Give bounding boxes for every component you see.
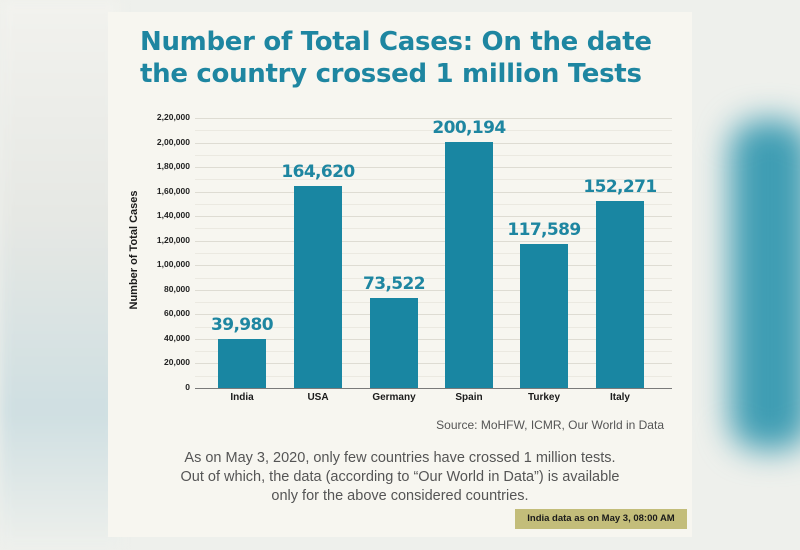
minor-gridline bbox=[195, 351, 672, 352]
bar-italy bbox=[596, 201, 644, 388]
footnote-line-1: As on May 3, 2020, only few countries ha… bbox=[184, 450, 616, 466]
gridline bbox=[195, 143, 672, 144]
y-tick-label: 1,60,000 bbox=[156, 186, 190, 196]
value-label-italy: 152,271 bbox=[583, 177, 657, 197]
chart-title-line-2: the country crossed 1 million Tests bbox=[140, 59, 642, 89]
gridline bbox=[195, 216, 672, 217]
chart-title-line-1: Number of Total Cases: On the date bbox=[140, 27, 652, 57]
y-tick-label: 1,80,000 bbox=[156, 161, 190, 171]
minor-gridline bbox=[195, 327, 672, 328]
bar-spain bbox=[445, 142, 493, 388]
x-tick-label-india: India bbox=[230, 392, 254, 403]
source-text: Source: MoHFW, ICMR, Our World in Data bbox=[436, 418, 664, 432]
footnote-line-2: Out of which, the data (according to “Ou… bbox=[180, 469, 620, 485]
y-tick-label: 2,00,000 bbox=[156, 137, 190, 147]
minor-gridline bbox=[195, 302, 672, 303]
x-tick-label-spain: Spain bbox=[455, 392, 483, 403]
gridline bbox=[195, 118, 672, 119]
gridline bbox=[195, 290, 672, 291]
gridline bbox=[195, 241, 672, 242]
y-tick-label: 80,000 bbox=[164, 284, 190, 294]
minor-gridline bbox=[195, 253, 672, 254]
minor-gridline bbox=[195, 204, 672, 205]
footnote: As on May 3, 2020, only few countries ha… bbox=[130, 449, 670, 506]
footnote-line-3: only for the above considered countries. bbox=[271, 488, 529, 504]
value-label-turkey: 117,589 bbox=[507, 220, 581, 240]
value-label-germany: 73,522 bbox=[362, 274, 426, 294]
minor-gridline bbox=[195, 278, 672, 279]
infographic-card bbox=[108, 12, 692, 537]
value-label-usa: 164,620 bbox=[281, 162, 355, 182]
background-right bbox=[690, 0, 800, 550]
gridline bbox=[195, 314, 672, 315]
x-tick-label-turkey: Turkey bbox=[527, 392, 561, 403]
y-tick-label: 20,000 bbox=[164, 357, 190, 367]
minor-gridline bbox=[195, 179, 672, 180]
y-tick-label: 2,20,000 bbox=[156, 112, 190, 122]
gridline bbox=[195, 363, 672, 364]
bar-usa bbox=[294, 186, 342, 388]
y-tick-label: 40,000 bbox=[164, 333, 190, 343]
bar-germany bbox=[370, 298, 418, 388]
y-tick-label: 1,40,000 bbox=[156, 210, 190, 220]
bar-india bbox=[218, 339, 266, 388]
bar-turkey bbox=[520, 244, 568, 388]
x-axis-line bbox=[195, 388, 672, 389]
x-tick-label-usa: USA bbox=[307, 392, 329, 403]
gridline bbox=[195, 265, 672, 266]
gridline bbox=[195, 167, 672, 168]
background-left bbox=[0, 0, 120, 550]
value-label-spain: 200,194 bbox=[432, 118, 506, 138]
background-blur-blob bbox=[730, 120, 800, 450]
y-tick-label: 1,20,000 bbox=[156, 235, 190, 245]
minor-gridline bbox=[195, 376, 672, 377]
y-tick-label: 0 bbox=[185, 382, 190, 392]
y-tick-label: 60,000 bbox=[164, 308, 190, 318]
x-tick-label-germany: Germany bbox=[372, 392, 416, 403]
x-tick-label-italy: Italy bbox=[609, 392, 630, 403]
minor-gridline bbox=[195, 228, 672, 229]
gridline bbox=[195, 339, 672, 340]
value-label-india: 39,980 bbox=[210, 315, 274, 335]
minor-gridline bbox=[195, 155, 672, 156]
y-tick-label: 1,00,000 bbox=[156, 259, 190, 269]
gridline bbox=[195, 192, 672, 193]
chart-title: Number of Total Cases: On the date the c… bbox=[140, 26, 680, 90]
minor-gridline bbox=[195, 130, 672, 131]
data-timestamp-badge: India data as on May 3, 08:00 AM bbox=[515, 509, 687, 529]
